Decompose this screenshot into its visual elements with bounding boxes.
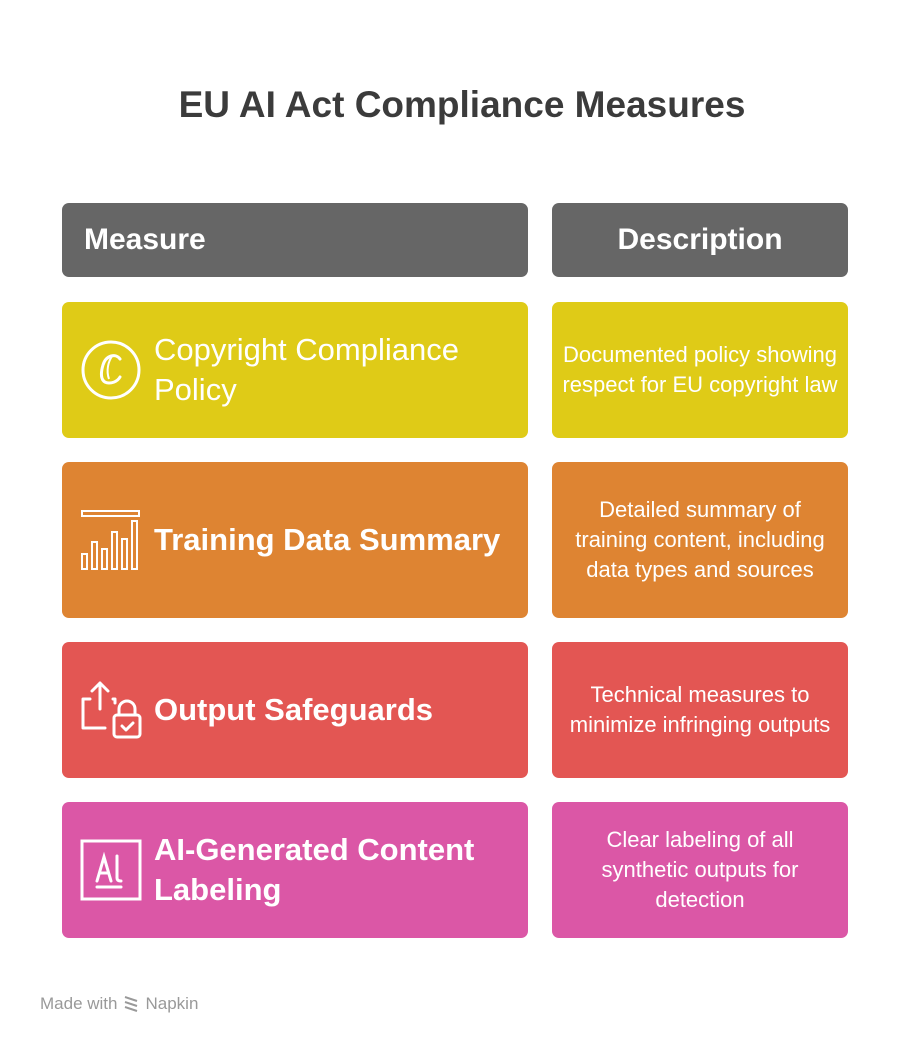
made-with-label: Made with <box>40 994 118 1013</box>
napkin-logo-icon <box>125 996 138 1012</box>
measure-label: Training Data Summary <box>154 522 501 557</box>
copyright-icon <box>81 340 141 400</box>
measure-cell-copyright: Copyright Compliance Policy <box>62 302 528 438</box>
header-measure: Measure <box>62 203 528 277</box>
measure-cell-training: Training Data Summary <box>62 462 528 618</box>
measure-label: Output Safeguards <box>154 692 434 727</box>
measure-label: AI-Generated Content Labeling <box>154 832 475 907</box>
measure-cell-ai-labeling: AI-Generated Content Labeling <box>62 802 528 938</box>
export-lock-icon <box>81 681 142 739</box>
description-cell: Technical measures to minimize infringin… <box>552 642 848 778</box>
measure-cell-output: Output Safeguards <box>62 642 528 778</box>
footer: Made with Napkin <box>40 994 198 1014</box>
description-cell: Documented policy showing respect for EU… <box>552 302 848 438</box>
ai-label-icon <box>80 839 142 901</box>
description-cell: Clear labeling of all synthetic outputs … <box>552 802 848 938</box>
bar-chart-icon <box>81 510 140 570</box>
page-title: EU AI Act Compliance Measures <box>178 84 746 125</box>
description-cell: Detailed summary of training content, in… <box>552 462 848 618</box>
header-description: Description <box>552 203 848 277</box>
measure-label: Copyright Compliance Policy <box>154 332 459 407</box>
napkin-brand: Napkin <box>145 994 199 1013</box>
